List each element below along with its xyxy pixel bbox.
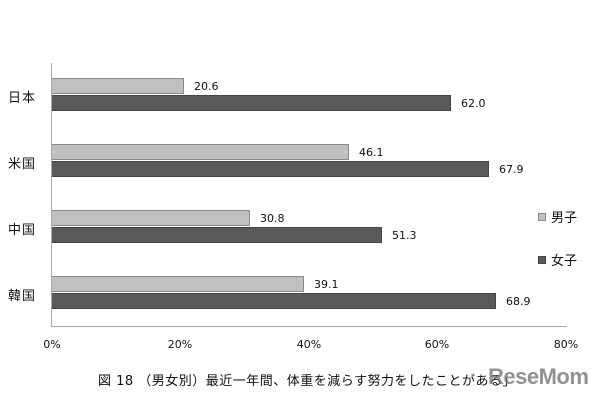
x-tick-0: 0% xyxy=(43,338,61,351)
x-tick-60: 60% xyxy=(424,338,450,351)
category-label-usa: 米国 xyxy=(8,157,37,172)
value-japan-male: 20.6 xyxy=(194,80,219,93)
watermark-logo: ReseMom xyxy=(488,364,589,389)
bar-china-female xyxy=(52,227,382,243)
category-label-china: 中国 xyxy=(8,223,37,238)
figure-caption: 図 18 （男女別）最近一年間、体重を減らす努力をしたことがある」 xyxy=(98,374,517,389)
legend-label-female: 女子 xyxy=(551,254,578,269)
value-korea-male: 39.1 xyxy=(314,278,339,291)
bar-korea-female xyxy=(52,293,496,309)
category-label-korea: 韓国 xyxy=(8,289,37,304)
x-tick-40: 40% xyxy=(296,338,322,351)
value-usa-male: 46.1 xyxy=(359,146,384,159)
legend-item-male: 男子 xyxy=(538,207,577,226)
value-japan-female: 62.0 xyxy=(461,97,486,110)
category-label-japan: 日本 xyxy=(8,91,37,106)
bar-usa-male xyxy=(52,144,349,160)
legend-swatch-female xyxy=(538,255,546,264)
bar-usa-female xyxy=(52,161,489,177)
bar-korea-male xyxy=(52,276,304,292)
value-china-female: 51.3 xyxy=(392,229,417,242)
legend-item-female: 女子 xyxy=(538,250,577,269)
value-china-male: 30.8 xyxy=(260,212,285,225)
y-axis-line xyxy=(51,63,52,327)
legend-label-male: 男子 xyxy=(551,211,578,226)
bar-japan-male xyxy=(52,78,184,94)
x-tick-80: 80% xyxy=(553,338,579,351)
value-usa-female: 67.9 xyxy=(499,163,524,176)
x-axis-line xyxy=(51,326,567,327)
x-tick-20: 20% xyxy=(167,338,193,351)
bar-japan-female xyxy=(52,95,451,111)
value-korea-female: 68.9 xyxy=(506,295,531,308)
bar-china-male xyxy=(52,210,250,226)
legend-swatch-male xyxy=(538,212,546,221)
